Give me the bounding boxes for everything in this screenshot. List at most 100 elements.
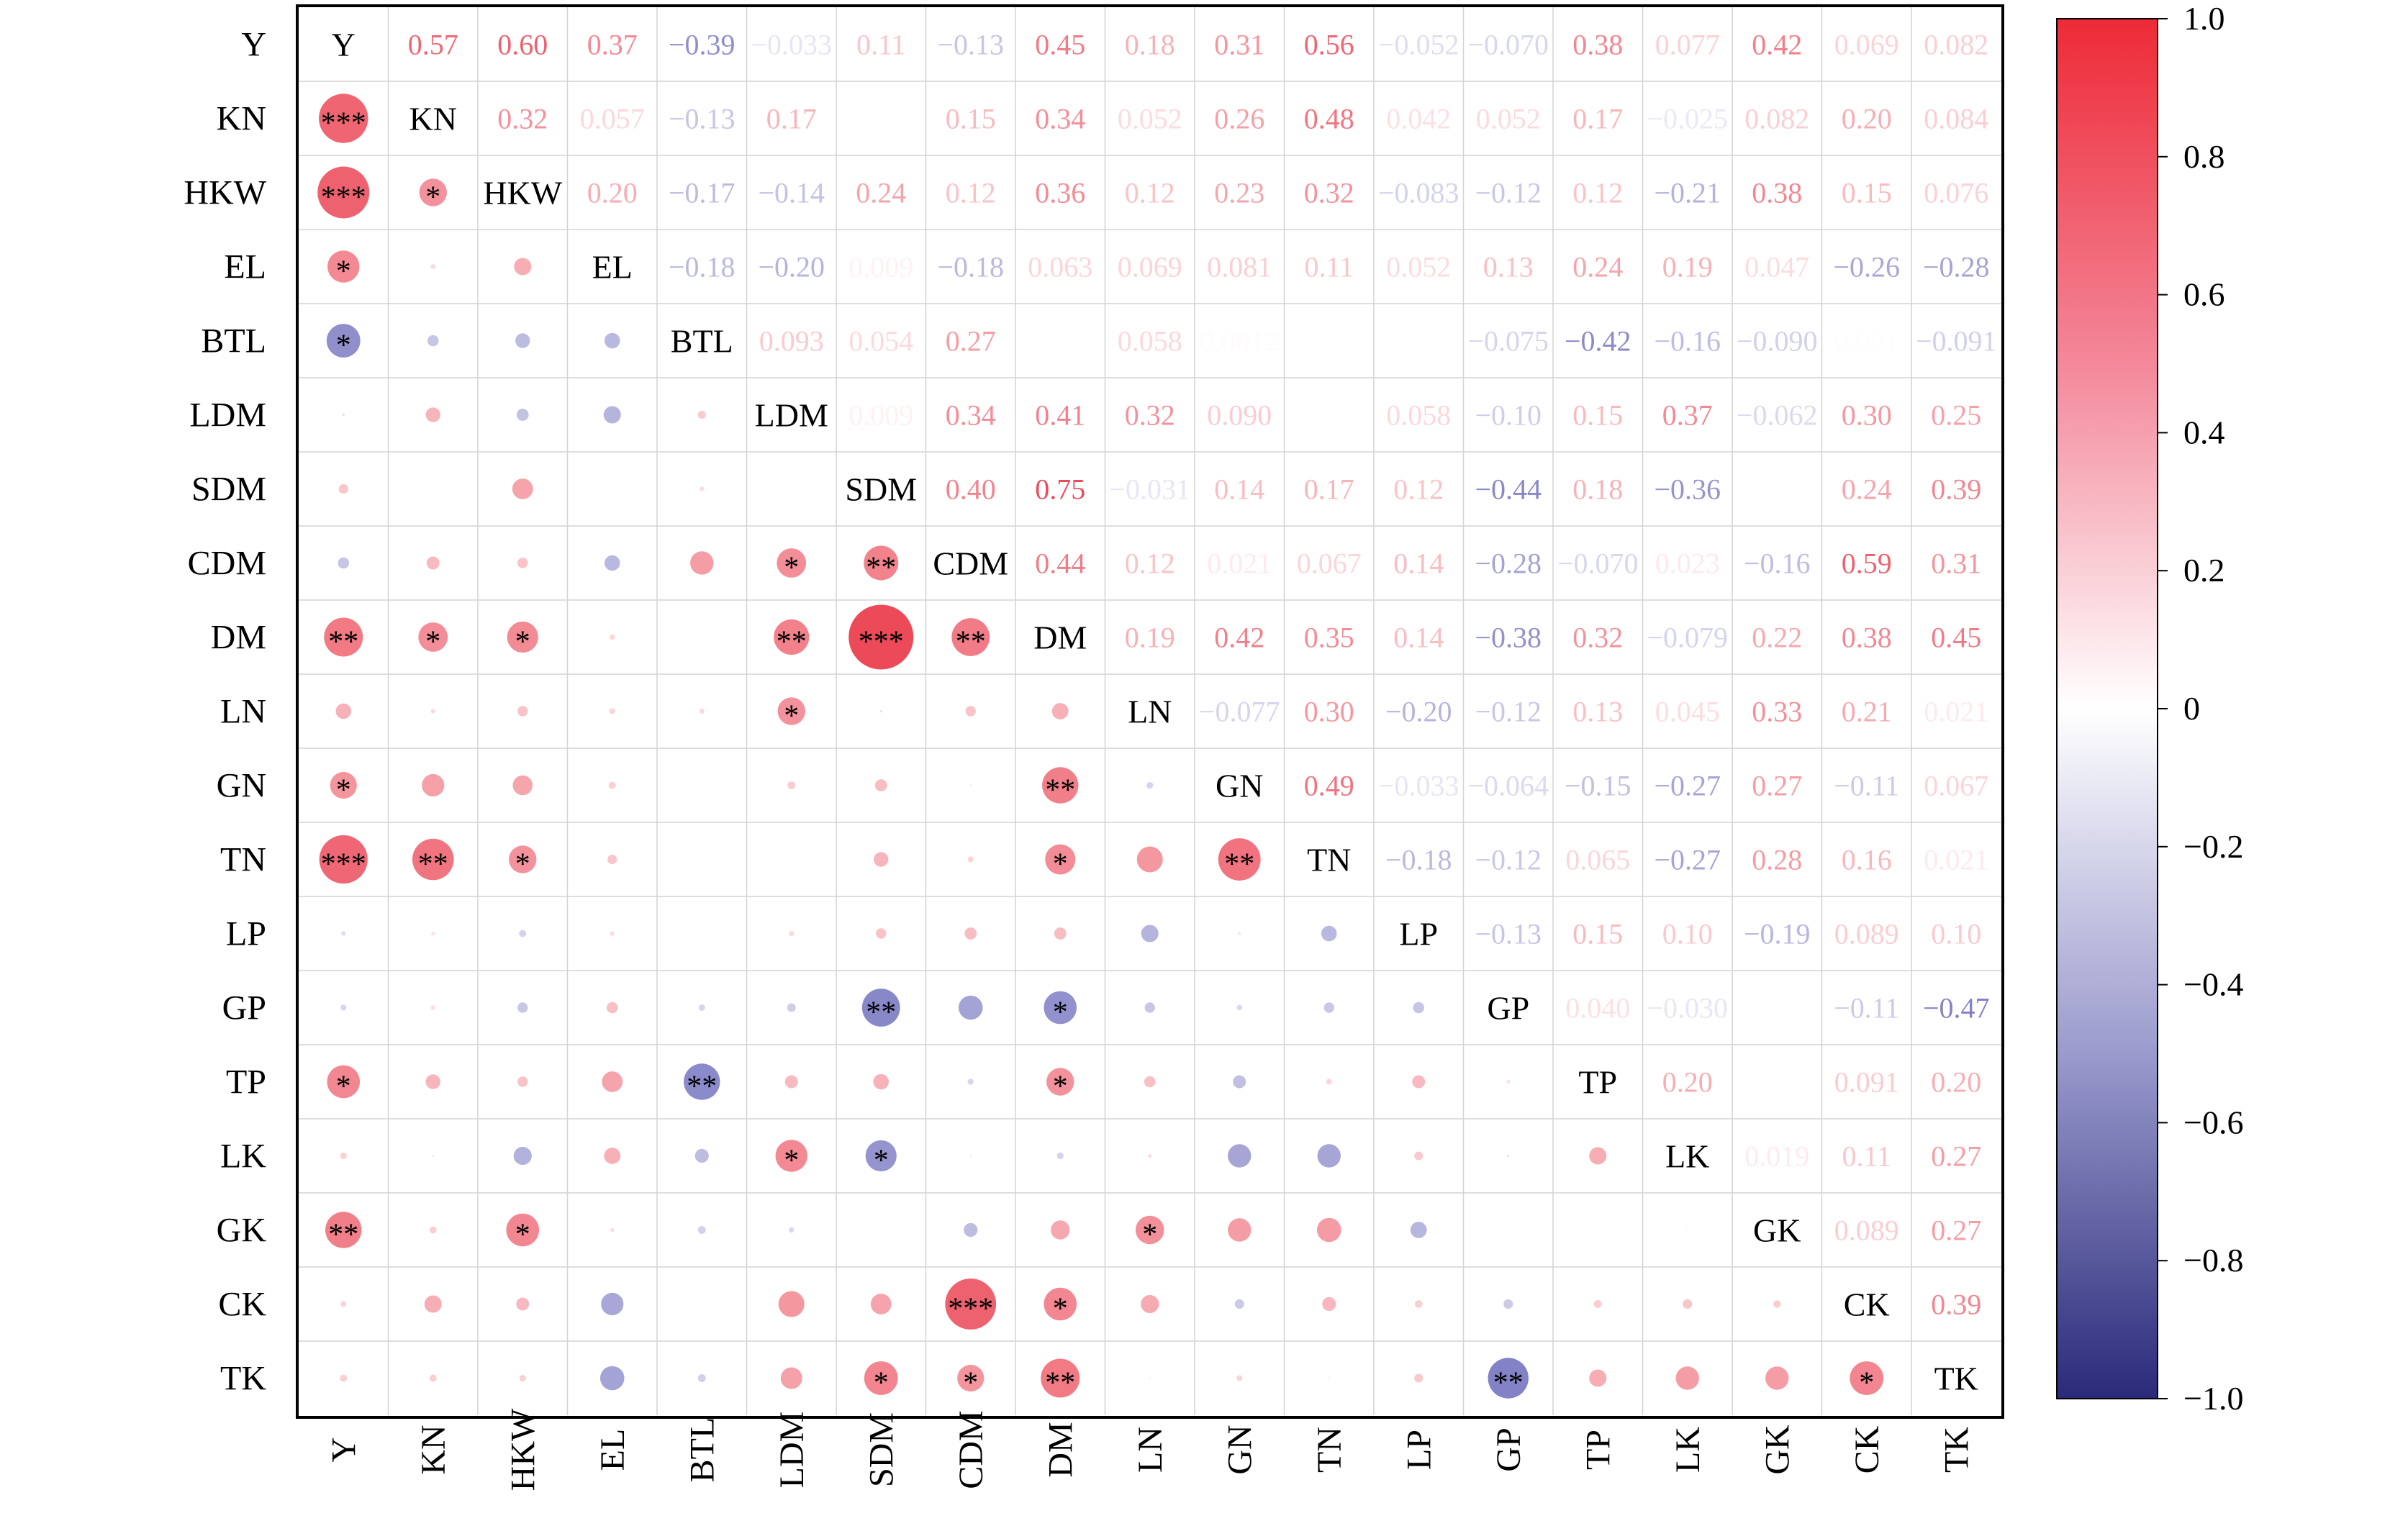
- correlation-circle: [957, 1364, 985, 1392]
- significance-stars: **: [1493, 1367, 1524, 1400]
- correlation-value-label: 0.27: [1931, 1214, 1981, 1247]
- column-label: TK: [1937, 1427, 1975, 1473]
- colorbar-tick-label: 0.6: [2183, 276, 2225, 313]
- correlation-circle: [1850, 1361, 1884, 1395]
- correlation-circle: [1149, 1377, 1151, 1379]
- correlation-circle: [512, 478, 533, 499]
- column-label: KN: [415, 1425, 453, 1474]
- correlation-value-label: 0.058: [1118, 325, 1182, 358]
- correlation-value-label: 0.27: [1931, 1140, 1981, 1173]
- correlation-value-label: 0.22: [1752, 622, 1802, 654]
- correlation-value-label: −0.38: [1475, 622, 1542, 654]
- significance-stars: *: [784, 552, 799, 585]
- diagonal-label: CK: [1844, 1286, 1890, 1323]
- correlation-circle: [516, 409, 529, 421]
- significance-stars: *: [336, 255, 351, 289]
- correlation-value-label: 0.24: [1572, 251, 1623, 283]
- diagonal-label: LP: [1399, 916, 1438, 953]
- correlation-circle: [610, 931, 615, 936]
- correlation-value-label: 0.31: [1931, 548, 1981, 580]
- column-label: SDM: [862, 1412, 900, 1487]
- correlation-value-label: 0.20: [1931, 1066, 1981, 1099]
- correlation-value-label: 0.18: [1125, 29, 1175, 61]
- colorbar-tick-label: 0.4: [2183, 414, 2225, 450]
- correlation-value-label: 0.082: [1924, 29, 1988, 61]
- correlation-circle: [425, 1074, 440, 1089]
- correlation-value-label: 0.20: [1842, 103, 1892, 135]
- diagonal-label: TK: [1934, 1361, 1978, 1397]
- correlation-circle: [515, 333, 530, 348]
- correlation-circle: [964, 1222, 978, 1237]
- correlation-value-label: 0.063: [1028, 251, 1092, 283]
- correlation-circle: [1228, 1144, 1251, 1168]
- correlation-value-label: 0.076: [1924, 177, 1988, 209]
- correlation-circle: [774, 619, 810, 655]
- significance-stars: ***: [948, 1293, 993, 1326]
- correlation-value-label: 0.49: [1304, 770, 1354, 802]
- correlation-value-label: 0.084: [1924, 103, 1988, 135]
- correlation-circle: [324, 617, 363, 657]
- column-label: Y: [325, 1438, 363, 1463]
- correlation-circle: [602, 1071, 623, 1092]
- correlation-value-label: 0.15: [1572, 918, 1623, 950]
- correlation-circle: [427, 335, 439, 347]
- correlation-value-label: 0.16: [1842, 844, 1892, 876]
- correlation-value-label: −0.10: [1475, 399, 1542, 432]
- column-label: DM: [1041, 1422, 1079, 1477]
- row-label: EL: [224, 248, 266, 286]
- significance-stars: *: [1053, 1293, 1068, 1326]
- correlation-circle: [506, 1213, 540, 1247]
- correlation-circle: [1322, 1296, 1336, 1312]
- correlation-value-label: 0.36: [1035, 177, 1085, 209]
- diagonal-label: LK: [1665, 1138, 1709, 1175]
- correlation-circle: [694, 1148, 709, 1163]
- correlation-value-label: 0.021: [1207, 548, 1272, 580]
- correlation-value-label: 0.27: [946, 325, 996, 358]
- correlation-circle: [1414, 1300, 1423, 1308]
- correlation-value-label: 0.069: [1834, 29, 1899, 61]
- colorbar-tick-label: −0.4: [2183, 966, 2243, 1003]
- correlation-value-label: 0.057: [580, 103, 645, 135]
- correlation-circle: [684, 1063, 720, 1100]
- correlation-value-label: 0.59: [1842, 548, 1892, 580]
- grid-lines: [299, 7, 2001, 1415]
- matrix-cells: Y KN HKW EL BTL LDM SDM CDM DM LN GN TN LP GP TP LK GK CK…: [317, 27, 1997, 1400]
- correlation-value-label: −0.079: [1647, 622, 1728, 654]
- correlation-circle: [608, 781, 616, 789]
- correlation-circle: [513, 1146, 532, 1166]
- correlation-value-label: 0.31: [1214, 29, 1264, 61]
- significance-stars: *: [425, 626, 440, 659]
- correlation-value-label: 0.35: [1304, 622, 1354, 654]
- correlation-circle: [690, 551, 714, 575]
- correlation-circle: [426, 556, 440, 570]
- correlation-value-label: 0.57: [408, 29, 458, 61]
- correlation-value-label: 0.047: [1744, 251, 1809, 283]
- significance-stars: **: [866, 996, 896, 1030]
- correlation-circle: [1326, 1078, 1332, 1085]
- diagonal-label: KN: [409, 101, 457, 137]
- correlation-value-label: 0.019: [1744, 1140, 1809, 1173]
- colorbar-tick-label: 0: [2183, 690, 2200, 727]
- correlation-circle: [430, 1005, 435, 1010]
- correlation-value-label: 0.058: [1386, 399, 1451, 432]
- correlation-value-label: −0.11: [1834, 770, 1899, 802]
- correlation-value-label: −0.27: [1654, 770, 1721, 802]
- correlation-value-label: −0.13: [669, 103, 735, 135]
- correlation-value-label: 0.30: [1304, 696, 1354, 728]
- correlation-circle: [861, 989, 900, 1027]
- correlation-circle: [512, 775, 533, 796]
- significance-stars: *: [1859, 1367, 1874, 1400]
- correlation-circle: [969, 1155, 972, 1157]
- correlation-value-label: −0.16: [1744, 548, 1811, 580]
- correlation-circle: [338, 483, 348, 494]
- correlation-circle: [864, 1361, 898, 1395]
- correlation-circle: [517, 558, 528, 568]
- correlation-circle: [319, 94, 368, 143]
- correlation-circle: [610, 1227, 615, 1232]
- row-label: TN: [220, 841, 266, 879]
- row-label: TK: [220, 1360, 266, 1398]
- correlation-value-label: −0.11: [1834, 992, 1899, 1025]
- significance-stars: **: [418, 848, 448, 881]
- colorbar-tick-label: 1.0: [2183, 0, 2225, 37]
- correlation-circle: [509, 845, 537, 873]
